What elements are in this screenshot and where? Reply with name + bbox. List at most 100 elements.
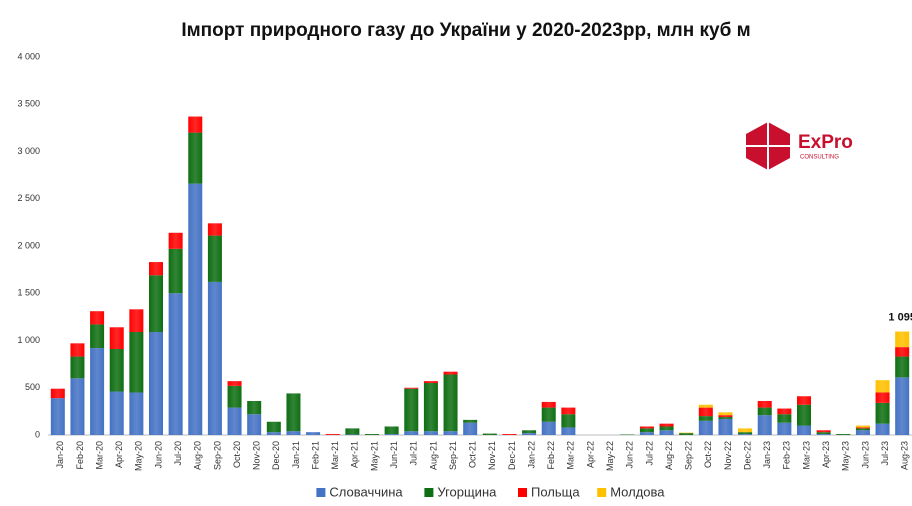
x-tick-label: Jul-20 [173,441,183,466]
bar-segment [777,422,792,435]
bar-segment [816,434,831,435]
bar-segment [129,392,144,435]
x-tick-label: Mar-23 [801,441,811,470]
bar-segment [698,404,713,408]
bar-segment [247,400,262,415]
legend-label: Польща [531,484,580,499]
logo-name: ExPro [798,132,853,153]
bar-segment [443,371,458,375]
x-tick-label: Feb-22 [546,441,556,470]
bar-segment [797,396,811,405]
bar-segment [365,434,379,435]
bar-segment [109,327,124,350]
x-tick-label: Oct-20 [232,441,242,468]
bar-segment [659,423,674,427]
bar-segment [404,388,419,432]
x-tick-label: Mar-22 [566,441,576,470]
x-tick-label: Jun-21 [389,441,399,469]
legend-swatch [518,488,527,497]
x-tick-label: Jun-20 [153,441,163,469]
bar-segment [718,417,733,419]
chart-title: Імпорт природного газу до України у 2020… [181,20,750,41]
bar-segment [149,331,163,435]
x-tick-label: Nov-20 [252,441,262,470]
bar-segment [286,431,301,435]
bar-segment [188,116,203,133]
bar-segment [266,421,281,433]
bar-segment [109,349,124,392]
bar-segment [541,401,556,408]
bar-segment [384,426,399,435]
bar-segment [188,132,203,184]
bar-segment [129,309,144,332]
x-tick-label: Aug-21 [428,441,438,470]
bar-segment [306,432,321,435]
bar-segment [384,434,399,435]
x-tick-label: Nov-21 [487,441,497,470]
bar-segment [895,347,910,357]
bar-segment [757,407,772,416]
bar-segment [659,426,674,431]
legend-swatch [597,488,607,497]
bar-segment [227,381,242,386]
x-tick-label: Aug-23 [900,441,910,470]
logo-tagline: CONSULTING [800,155,839,161]
x-tick-label: May-21 [369,441,379,471]
x-tick-label: Apr-22 [585,441,595,468]
bar-segment [149,275,163,332]
legend-swatch [316,488,326,497]
bar-segment [797,425,811,435]
bar-segment [659,430,674,435]
annotation: 1 095 [888,311,912,323]
x-tick-label: Jul-23 [880,441,890,466]
bar-segment [561,414,576,428]
bar-segment [168,248,183,294]
bar-segment [443,374,458,432]
bar-segment [718,418,733,435]
x-tick-label: Dec-22 [742,441,752,470]
x-tick-label: Dec-20 [271,441,281,470]
x-tick-label: Apr-21 [350,441,360,468]
bar-segment [639,432,654,435]
bar-segment [718,412,733,416]
x-tick-label: May-20 [134,441,144,471]
legend-label: Молдова [610,484,665,499]
bar-segment [129,331,144,393]
bar-segment [404,431,419,435]
bar-segment [70,356,85,379]
x-tick-label: Mar-20 [94,441,104,470]
x-tick-label: Dec-21 [507,441,517,470]
x-tick-label: Apr-20 [114,441,124,468]
bar-segment [738,428,753,433]
bar-segment [325,434,340,435]
x-tick-label: Oct-22 [703,441,713,468]
bar-segment [404,387,419,389]
bar-segment [875,402,890,424]
legend-label: Словаччина [329,484,403,499]
bar-segment [188,183,203,435]
bar-segment [522,430,537,434]
legend-swatch [424,488,434,497]
bar-segment [836,434,851,435]
bar-segment [70,378,85,435]
bar-segment [90,348,105,435]
bar-segment [502,434,517,435]
bar-segment [423,381,438,384]
bar-segment [90,324,105,349]
x-tick-label: Jun-22 [625,441,635,469]
x-tick-label: Jul-21 [409,441,419,466]
bar-segment [423,383,438,432]
bar-segment [738,434,753,435]
bar-segment [482,433,497,435]
x-tick-label: Jan-22 [526,441,536,469]
bar-segment [561,407,576,415]
x-tick-label: Aug-22 [664,441,674,470]
bar-segment [345,428,360,435]
bar-segment [855,430,870,435]
x-tick-label: Feb-21 [310,441,320,470]
bar-segment [227,385,242,408]
bar-segment [286,393,301,432]
bar-segment [639,426,654,429]
y-tick-label: 3 500 [17,99,40,109]
